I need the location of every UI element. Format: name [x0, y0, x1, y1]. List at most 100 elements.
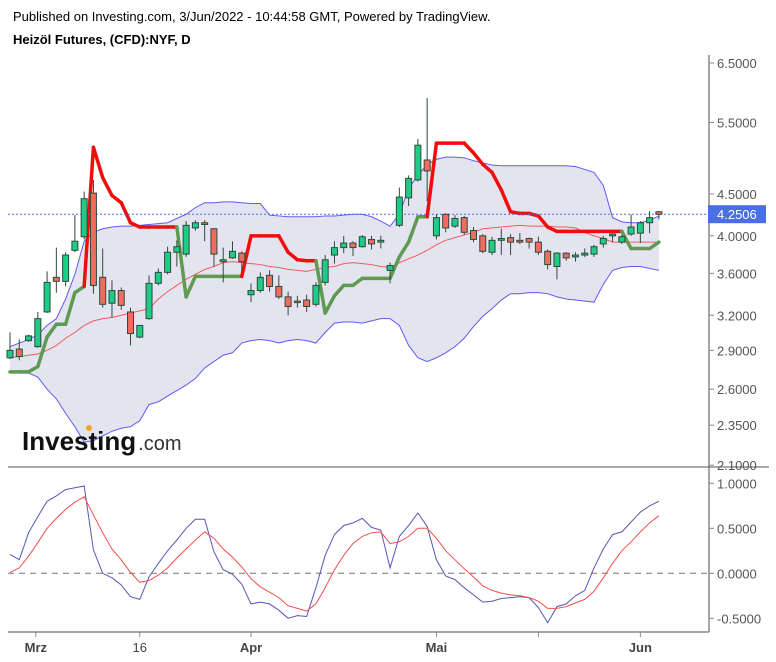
candle: [312, 282, 320, 307]
candle: [228, 241, 236, 259]
candle-body-up: [627, 226, 635, 235]
oscillator-fast-line: [9, 485, 660, 624]
candle-body-up: [173, 246, 181, 253]
osc-tick-label: 0.0000: [717, 566, 757, 581]
candle: [609, 233, 617, 243]
candle-body-down: [275, 285, 283, 298]
candle-body-down: [349, 242, 357, 249]
candle: [127, 307, 135, 346]
candle-body-up: [636, 222, 644, 234]
price-tick-label: 2.3500: [717, 418, 757, 433]
candle: [80, 191, 88, 240]
bollinger-band-fill: [10, 157, 659, 443]
candle-body-up: [553, 252, 561, 267]
candle: [210, 227, 218, 267]
candle: [117, 287, 125, 310]
candle-body-up: [618, 236, 626, 243]
supertrend-up-segment: [351, 276, 365, 288]
candle-body-up: [247, 290, 255, 296]
candle: [507, 234, 515, 256]
candle: [497, 228, 505, 256]
supertrend-up-segment: [184, 274, 198, 299]
oscillator-slow-line: [9, 496, 660, 612]
investing-logo: Investing .com: [22, 425, 181, 456]
candle: [154, 268, 162, 286]
candle: [368, 235, 376, 250]
time-tick-label: 16: [133, 640, 147, 655]
supertrend-down-segment: [462, 141, 476, 155]
candle-body-down: [284, 296, 292, 307]
candle: [293, 295, 301, 308]
candle-body-up: [219, 259, 227, 263]
candle-body-up: [256, 276, 264, 292]
time-tick-label: Jun: [629, 640, 652, 655]
price-tick-label: 2.9000: [717, 343, 757, 358]
candle: [377, 235, 385, 249]
candle: [432, 214, 440, 240]
candle: [590, 244, 598, 257]
candle-body-up: [609, 233, 617, 237]
candle: [164, 246, 172, 275]
candle: [173, 240, 181, 267]
price-pane: [6, 98, 709, 443]
candle-body-down: [516, 239, 524, 243]
candle: [581, 248, 589, 257]
supertrend-down-segment: [91, 145, 105, 180]
candle: [516, 233, 524, 244]
candle: [182, 221, 190, 257]
candle-body-up: [312, 284, 320, 305]
supertrend-down-segment: [536, 214, 550, 229]
candle: [627, 214, 635, 236]
supertrend-down-segment: [119, 200, 133, 225]
candle: [191, 220, 199, 231]
supertrend-down-segment: [471, 151, 485, 167]
candle: [544, 249, 552, 270]
candle-body-down: [507, 237, 515, 243]
candle: [525, 237, 533, 249]
supertrend-up-segment: [388, 255, 402, 281]
last-price-label: 4.2506: [717, 207, 757, 222]
price-tick-label: 5.5000: [717, 115, 757, 130]
candle-body-down: [544, 250, 552, 266]
candle-body-down: [442, 213, 450, 229]
candle-body-down: [210, 228, 218, 255]
supertrend-up-segment: [36, 335, 49, 369]
candle-body-up: [414, 144, 422, 181]
candle-body-up: [581, 252, 589, 256]
supertrend-up-segment: [175, 225, 188, 299]
candle: [349, 241, 357, 256]
osc-tick-label: 1.0000: [717, 476, 757, 491]
candle-body-down: [470, 230, 477, 240]
candle: [266, 270, 274, 292]
candle-body-up: [154, 271, 162, 284]
candle: [488, 236, 496, 256]
candle-body-down: [368, 238, 376, 245]
chart-title: Heizöl Futures, (CFD):NYF, D: [13, 32, 191, 47]
candle-body-up: [599, 238, 607, 245]
price-tick-label: 4.0000: [717, 229, 757, 244]
logo-dot: [86, 425, 92, 431]
supertrend-down-segment: [100, 175, 114, 198]
candle: [25, 334, 33, 342]
supertrend-up-segment: [323, 294, 337, 315]
candle-body-up: [358, 236, 366, 248]
candle-body-down: [655, 211, 663, 215]
candle: [52, 247, 60, 293]
supertrend-down-segment: [240, 234, 253, 279]
supertrend-up-segment: [63, 290, 77, 327]
logo-suffix: .com: [138, 433, 181, 455]
candle-body-up: [80, 198, 88, 238]
candle-body-up: [62, 254, 70, 282]
supertrend-up-segment: [397, 240, 411, 259]
candle-body-up: [182, 224, 190, 255]
candle: [145, 275, 153, 320]
candle: [571, 252, 579, 262]
candle: [460, 215, 468, 235]
last-price-badge: [708, 205, 766, 224]
candle: [553, 252, 561, 280]
candle-body-up: [228, 250, 236, 259]
candle: [395, 187, 403, 228]
price-tick-label: 3.6000: [717, 266, 757, 281]
bollinger-upper-line: [9, 156, 660, 348]
